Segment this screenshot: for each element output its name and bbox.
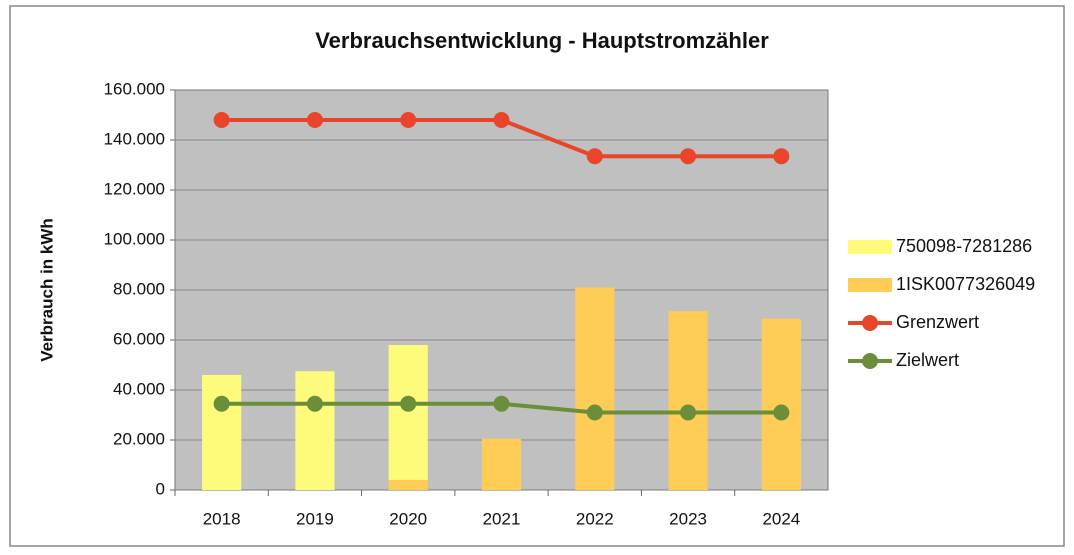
line-marker	[213, 395, 230, 412]
y-tick-label: 60.000	[113, 329, 165, 348]
legend-label: Zielwert	[896, 350, 959, 370]
legend-label: 750098-7281286	[896, 236, 1032, 256]
x-tick-label: 2022	[576, 509, 614, 528]
line-marker	[586, 404, 603, 421]
line-marker	[493, 112, 510, 128]
y-tick-label: 140.000	[104, 129, 165, 148]
line-marker	[306, 112, 323, 128]
x-tick-label: 2020	[389, 509, 427, 528]
y-tick-label: 40.000	[113, 379, 165, 398]
legend-marker	[862, 353, 878, 369]
bar	[295, 371, 335, 490]
line-marker	[680, 148, 697, 165]
bar	[202, 375, 242, 490]
y-tick-label: 100.000	[104, 229, 165, 248]
x-tick-label: 2019	[296, 509, 334, 528]
line-marker	[493, 395, 510, 412]
legend-swatch	[848, 278, 892, 292]
chart-title: Verbrauchsentwicklung - Hauptstromzähler	[315, 28, 769, 53]
line-marker	[586, 148, 603, 165]
line-marker	[213, 112, 230, 128]
line-marker	[400, 112, 417, 128]
y-axis-label: Verbrauch in kWh	[37, 218, 56, 362]
y-tick-label: 160.000	[104, 79, 165, 98]
x-tick-label: 2023	[669, 509, 707, 528]
y-tick-label: 120.000	[104, 179, 165, 198]
y-tick-label: 80.000	[113, 279, 165, 298]
x-tick-label: 2021	[483, 509, 521, 528]
bar	[388, 345, 428, 480]
bar	[481, 438, 522, 490]
y-tick-label: 20.000	[113, 429, 165, 448]
x-tick-label: 2024	[762, 509, 800, 528]
line-marker	[773, 148, 790, 165]
legend-label: 1ISK0077326049	[896, 274, 1035, 294]
legend-swatch	[848, 240, 892, 254]
x-tick-label: 2018	[203, 509, 241, 528]
bar	[388, 480, 428, 490]
bar	[761, 318, 801, 490]
line-marker	[306, 395, 323, 412]
y-tick-label: 0	[156, 479, 165, 498]
line-marker	[400, 395, 417, 412]
legend-marker	[862, 315, 878, 331]
bar	[668, 311, 708, 490]
legend-label: Grenzwert	[896, 312, 979, 332]
line-marker	[680, 404, 697, 421]
bar	[575, 287, 615, 490]
line-marker	[773, 404, 790, 421]
